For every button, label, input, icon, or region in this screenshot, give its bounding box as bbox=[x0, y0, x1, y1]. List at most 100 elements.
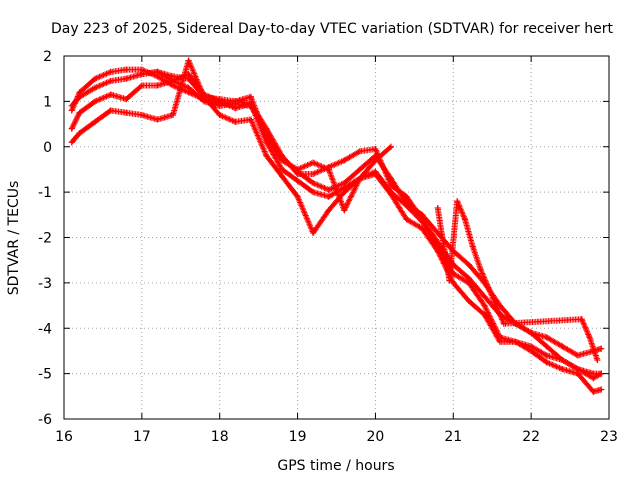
data-point bbox=[481, 293, 488, 300]
data-point bbox=[185, 75, 192, 82]
data-point bbox=[578, 316, 585, 323]
data-point bbox=[294, 177, 301, 184]
data-point bbox=[598, 345, 605, 352]
data-point bbox=[310, 189, 317, 196]
data-point bbox=[372, 146, 379, 153]
data-point bbox=[438, 229, 445, 236]
data-point bbox=[403, 216, 410, 223]
data-point bbox=[586, 334, 593, 341]
data-point bbox=[92, 84, 99, 91]
data-point bbox=[76, 109, 83, 116]
y-tick-label: -2 bbox=[38, 231, 52, 247]
data-point bbox=[123, 75, 130, 82]
data-point bbox=[294, 166, 301, 173]
data-point bbox=[170, 73, 176, 80]
data-points bbox=[68, 57, 605, 395]
y-tick-label: 1 bbox=[43, 94, 52, 110]
data-point bbox=[92, 98, 99, 105]
data-point bbox=[247, 93, 254, 100]
data-point bbox=[310, 180, 317, 187]
series-track-6 bbox=[434, 198, 601, 364]
data-point bbox=[497, 338, 503, 345]
y-tick-label: 0 bbox=[43, 140, 52, 156]
series-track-4 bbox=[68, 57, 605, 395]
data-point bbox=[68, 125, 75, 132]
data-point bbox=[559, 357, 566, 364]
data-point bbox=[465, 279, 472, 286]
data-point bbox=[419, 218, 426, 225]
y-tick-label: -6 bbox=[38, 412, 52, 428]
data-point bbox=[543, 334, 550, 341]
data-point bbox=[325, 207, 332, 214]
data-point bbox=[325, 186, 332, 193]
data-point bbox=[388, 143, 394, 150]
data-point bbox=[68, 139, 75, 146]
y-tick-label: -4 bbox=[38, 321, 52, 337]
data-point bbox=[216, 96, 223, 103]
data-point bbox=[356, 148, 363, 155]
series-track-5 bbox=[138, 68, 394, 214]
data-point bbox=[372, 157, 379, 164]
data-point bbox=[465, 261, 472, 268]
data-point bbox=[325, 193, 332, 200]
data-point bbox=[574, 370, 581, 377]
y-tick-labels: 2 1 0 -1 -2 -3 -4 -5 -6 bbox=[38, 49, 52, 428]
data-point bbox=[477, 266, 484, 273]
data-point bbox=[500, 320, 507, 327]
data-point bbox=[138, 71, 145, 78]
ticks bbox=[63, 55, 610, 420]
data-point bbox=[356, 175, 363, 182]
data-point bbox=[465, 298, 472, 305]
data-point bbox=[434, 248, 441, 255]
data-point bbox=[485, 284, 492, 291]
data-point bbox=[481, 311, 488, 318]
data-point bbox=[543, 343, 550, 350]
chart-title: Day 223 of 2025, Sidereal Day-to-day VTE… bbox=[51, 21, 613, 37]
data-point bbox=[279, 166, 285, 173]
data-point bbox=[92, 118, 99, 125]
y-tick-label: -1 bbox=[38, 185, 52, 201]
data-point bbox=[419, 225, 426, 232]
data-point bbox=[216, 111, 223, 118]
x-tick-label: 16 bbox=[55, 429, 73, 445]
data-point bbox=[263, 152, 270, 159]
data-point bbox=[543, 359, 550, 366]
data-point bbox=[419, 211, 426, 218]
x-axis-title: GPS time / hours bbox=[277, 458, 394, 474]
data-point bbox=[123, 109, 130, 116]
data-point bbox=[310, 159, 317, 166]
data-point bbox=[325, 166, 332, 173]
data-point bbox=[461, 216, 468, 223]
data-point bbox=[454, 198, 461, 205]
data-point bbox=[590, 375, 597, 382]
data-point bbox=[138, 82, 145, 89]
data-point bbox=[574, 352, 581, 359]
data-point bbox=[310, 229, 317, 236]
data-point bbox=[559, 343, 566, 350]
x-tick-label: 17 bbox=[133, 429, 151, 445]
data-point bbox=[279, 173, 285, 180]
data-point bbox=[594, 357, 601, 364]
grid bbox=[64, 56, 609, 419]
y-tick-label: -5 bbox=[38, 367, 52, 383]
data-point bbox=[107, 77, 114, 84]
series-markers bbox=[68, 66, 605, 359]
data-point bbox=[232, 98, 239, 105]
data-point bbox=[341, 189, 348, 196]
data-point bbox=[598, 386, 605, 393]
x-tick-labels: 16 17 18 19 20 21 22 23 bbox=[55, 429, 618, 445]
data-point bbox=[107, 68, 114, 75]
data-point bbox=[170, 111, 176, 118]
y-tick-label: -3 bbox=[38, 276, 52, 292]
y-tick-label: 2 bbox=[43, 49, 52, 65]
x-tick-label: 21 bbox=[444, 429, 462, 445]
x-tick-label: 22 bbox=[522, 429, 540, 445]
data-point bbox=[76, 130, 83, 137]
data-point bbox=[123, 96, 130, 103]
data-point bbox=[528, 329, 535, 336]
data-point bbox=[247, 116, 254, 123]
data-point bbox=[450, 279, 457, 286]
data-point bbox=[372, 170, 379, 177]
data-point bbox=[92, 75, 99, 82]
